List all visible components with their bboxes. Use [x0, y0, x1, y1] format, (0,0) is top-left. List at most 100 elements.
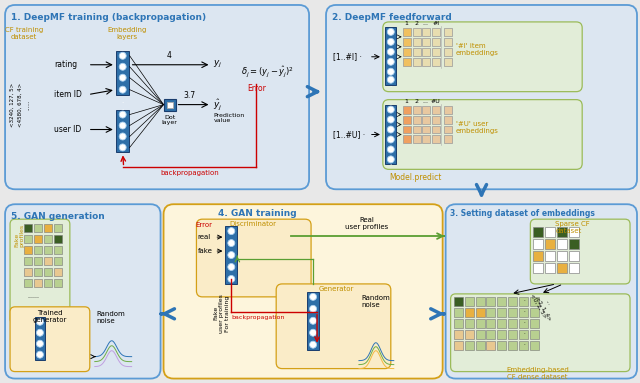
- Circle shape: [387, 156, 394, 163]
- Circle shape: [119, 52, 126, 59]
- Bar: [508, 330, 517, 339]
- Bar: [486, 308, 495, 317]
- Text: <2, 1, 4>: <2, 1, 4>: [534, 296, 552, 322]
- Bar: [413, 48, 420, 56]
- Text: Error: Error: [195, 222, 212, 228]
- Text: ...: ...: [422, 99, 429, 104]
- Bar: [431, 38, 440, 46]
- Bar: [24, 235, 32, 243]
- Bar: [557, 263, 567, 273]
- Bar: [520, 308, 529, 317]
- Text: fake: fake: [197, 248, 212, 254]
- FancyBboxPatch shape: [531, 219, 630, 284]
- Circle shape: [310, 329, 317, 336]
- Bar: [557, 227, 567, 237]
- Bar: [431, 126, 440, 134]
- Text: 5. GAN generation: 5. GAN generation: [11, 212, 105, 221]
- FancyBboxPatch shape: [383, 22, 582, 92]
- Text: 2. DeepMF feedforward: 2. DeepMF feedforward: [332, 13, 452, 22]
- Bar: [422, 136, 429, 144]
- Circle shape: [387, 116, 394, 123]
- Bar: [116, 51, 129, 95]
- Bar: [545, 263, 556, 273]
- Text: ·: ·: [524, 298, 525, 303]
- Circle shape: [387, 126, 394, 133]
- Bar: [164, 99, 175, 111]
- Bar: [545, 251, 556, 261]
- Text: Sparse CF
dataset: Sparse CF dataset: [556, 221, 590, 234]
- Bar: [422, 116, 429, 124]
- Text: Generator: Generator: [318, 286, 354, 292]
- Text: '#U' user
embeddings: '#U' user embeddings: [456, 121, 499, 134]
- Circle shape: [387, 48, 394, 55]
- Circle shape: [36, 318, 44, 325]
- Bar: [413, 58, 420, 66]
- Bar: [508, 319, 517, 328]
- Bar: [476, 297, 484, 306]
- Bar: [34, 235, 42, 243]
- Circle shape: [228, 275, 235, 282]
- Text: 1: 1: [405, 99, 409, 104]
- Circle shape: [119, 86, 126, 93]
- Text: 2: 2: [415, 21, 419, 26]
- Circle shape: [387, 28, 394, 35]
- Bar: [454, 330, 463, 339]
- Text: ·: ·: [524, 331, 525, 336]
- Bar: [413, 106, 420, 114]
- Bar: [34, 246, 42, 254]
- Bar: [533, 251, 543, 261]
- Bar: [44, 235, 52, 243]
- Text: backpropagation: backpropagation: [231, 315, 285, 320]
- Bar: [413, 126, 420, 134]
- Text: $\delta_j = (y_j - \hat{y}_j)^2$: $\delta_j = (y_j - \hat{y}_j)^2$: [241, 64, 294, 79]
- Text: Real
user profiles: Real user profiles: [345, 217, 388, 230]
- Text: 3. Setting dataset of embeddings: 3. Setting dataset of embeddings: [450, 209, 595, 218]
- Bar: [520, 297, 529, 306]
- Bar: [520, 319, 529, 328]
- Bar: [403, 106, 411, 114]
- Bar: [497, 341, 506, 350]
- Circle shape: [310, 341, 317, 348]
- Bar: [486, 341, 495, 350]
- Bar: [486, 330, 495, 339]
- Bar: [465, 308, 474, 317]
- Circle shape: [119, 63, 126, 70]
- Bar: [476, 341, 484, 350]
- Text: [1..#I] ·: [1..#I] ·: [333, 52, 362, 61]
- Circle shape: [228, 240, 235, 247]
- Bar: [422, 106, 429, 114]
- Bar: [385, 105, 396, 164]
- Bar: [34, 268, 42, 276]
- Bar: [403, 116, 411, 124]
- Bar: [54, 257, 62, 265]
- Circle shape: [310, 305, 317, 312]
- FancyBboxPatch shape: [276, 284, 391, 368]
- Bar: [403, 126, 411, 134]
- Text: ......: ......: [27, 294, 39, 299]
- Bar: [431, 48, 440, 56]
- Bar: [531, 330, 540, 339]
- Circle shape: [119, 133, 126, 140]
- Bar: [413, 38, 420, 46]
- Bar: [385, 27, 396, 85]
- Circle shape: [387, 68, 394, 75]
- Circle shape: [119, 122, 126, 129]
- Bar: [444, 48, 452, 56]
- Text: $\hat{y}_j$: $\hat{y}_j$: [213, 97, 223, 112]
- Bar: [444, 136, 452, 144]
- Bar: [508, 308, 517, 317]
- Text: 1. DeepMF training (backpropagation): 1. DeepMF training (backpropagation): [11, 13, 206, 22]
- Bar: [54, 246, 62, 254]
- FancyBboxPatch shape: [10, 307, 90, 372]
- Text: Random
noise: Random noise: [361, 295, 390, 308]
- Bar: [520, 330, 529, 339]
- Text: Prediction
value: Prediction value: [213, 113, 244, 123]
- Bar: [444, 28, 452, 36]
- Bar: [44, 268, 52, 276]
- Bar: [465, 330, 474, 339]
- Bar: [422, 58, 429, 66]
- Text: '#I' item
embeddings: '#I' item embeddings: [456, 43, 499, 56]
- Bar: [531, 341, 540, 350]
- Bar: [497, 297, 506, 306]
- Text: Dot
layer: Dot layer: [161, 115, 177, 125]
